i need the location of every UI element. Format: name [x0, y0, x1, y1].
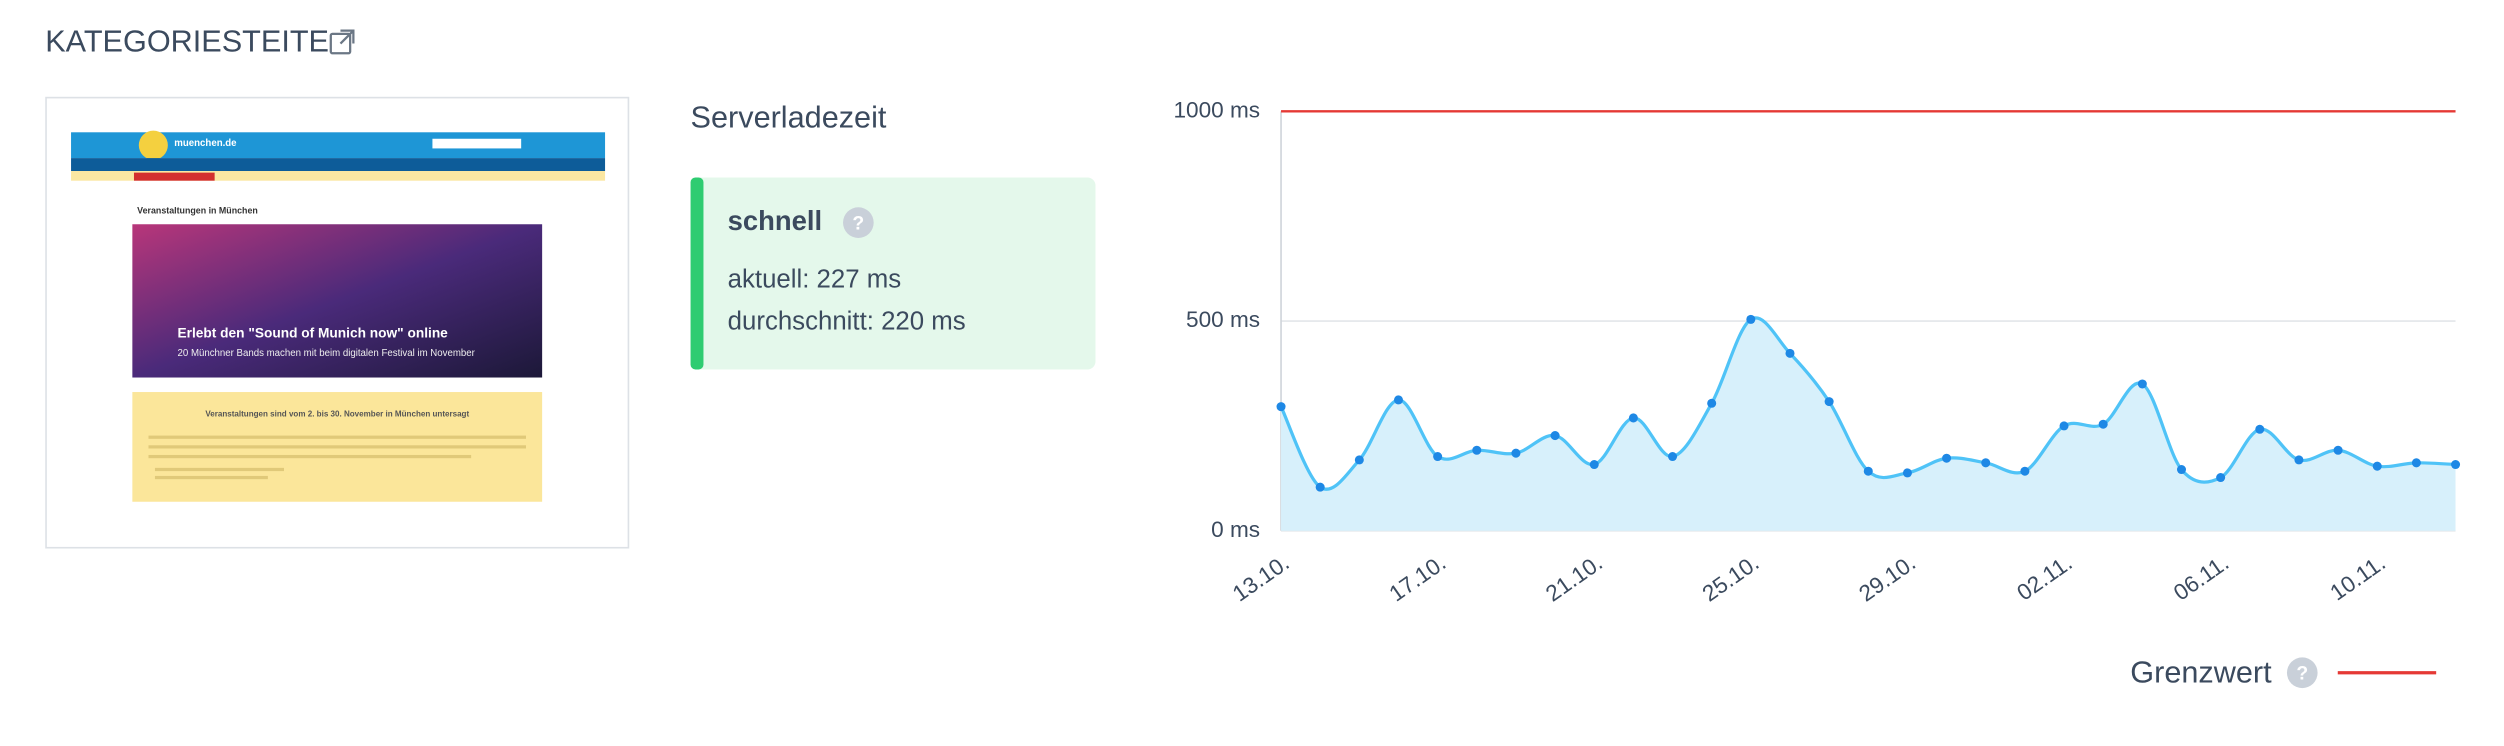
data-point [2176, 465, 2187, 475]
chart: 0 ms 500 ms 1000 ms 13.10. 17.10. 21.10. 25.10… [1173, 97, 2461, 689]
data-point [2411, 458, 2421, 468]
data-point [2255, 424, 2265, 434]
data-point [1707, 398, 1717, 408]
data-point [1628, 413, 1638, 423]
current-value: aktuell: 227 ms [728, 266, 902, 294]
y-tick-label: 500 ms [1186, 307, 1260, 332]
status-label: schnell [728, 205, 822, 236]
data-point [1668, 452, 1678, 462]
y-tick-label: 0 ms [1211, 517, 1260, 542]
area [1281, 317, 2456, 531]
data-point [1746, 314, 1756, 324]
x-tick-label: 25.10. [1698, 550, 1764, 606]
data-point [2098, 419, 2108, 429]
external-link-icon[interactable] [329, 29, 355, 55]
data-point [2020, 466, 2030, 476]
data-point [2059, 421, 2069, 431]
average-value: durchschnitt: 220 ms [728, 307, 966, 335]
thumb-notice: Veranstaltungen sind vom 2. bis 30. Nove… [205, 410, 469, 419]
data-point [1942, 453, 1952, 463]
thumb-logo: muenchen.de [174, 138, 237, 149]
data-point [1472, 445, 1482, 455]
thumb-teaser-text: 20 Münchner Bands machen mit beim digita… [178, 348, 476, 359]
data-point [1863, 466, 1873, 476]
x-tick-label: 02.11. [2012, 550, 2076, 606]
data-point [1433, 452, 1443, 462]
x-tick-label: 13.10. [1228, 550, 1294, 606]
data-point [1589, 459, 1599, 470]
data-point [1354, 455, 1364, 465]
x-tick-label: 29.10. [1854, 550, 1920, 606]
thumb-heading: Veranstaltungen in München [137, 206, 258, 216]
x-tick-label: 17.10. [1385, 550, 1451, 606]
legend-help-icon[interactable]: ? [2296, 662, 2308, 684]
data-point [1902, 468, 1912, 478]
x-tick-label: 10.11. [2326, 550, 2390, 606]
data-point [1276, 402, 1286, 412]
data-point [1393, 395, 1404, 405]
section-title: KATEGORIESTEITE [45, 25, 329, 59]
data-point [1550, 431, 1560, 441]
data-point [2372, 461, 2382, 471]
y-tick-label: 1000 ms [1173, 97, 1260, 122]
thumb-teaser-title: Erlebt den "Sound of Munich now" online [178, 326, 449, 341]
data-point [1315, 482, 1325, 492]
metric-title: Serverladezeit [691, 100, 887, 134]
page-thumbnail: muenchen.de Veranstaltungen in München E… [45, 96, 630, 549]
help-icon[interactable]: ? [852, 212, 864, 234]
data-point [2137, 379, 2147, 389]
data-point [2216, 472, 2226, 483]
x-tick-label: 06.11. [2169, 550, 2233, 606]
legend-help-bg [2286, 657, 2318, 689]
legend-label: Grenzwert [2130, 655, 2272, 689]
data-point [1824, 397, 1834, 407]
status-card: schnell ? aktuell: 227 ms durchschnitt: … [690, 177, 1096, 370]
data-point [1511, 448, 1521, 458]
x-tick-label: 21.10. [1541, 550, 1607, 606]
data-point [1981, 458, 1991, 468]
data-point [2294, 455, 2304, 465]
data-point [1785, 348, 1795, 358]
data-point [2333, 445, 2343, 455]
data-point [2451, 459, 2461, 470]
